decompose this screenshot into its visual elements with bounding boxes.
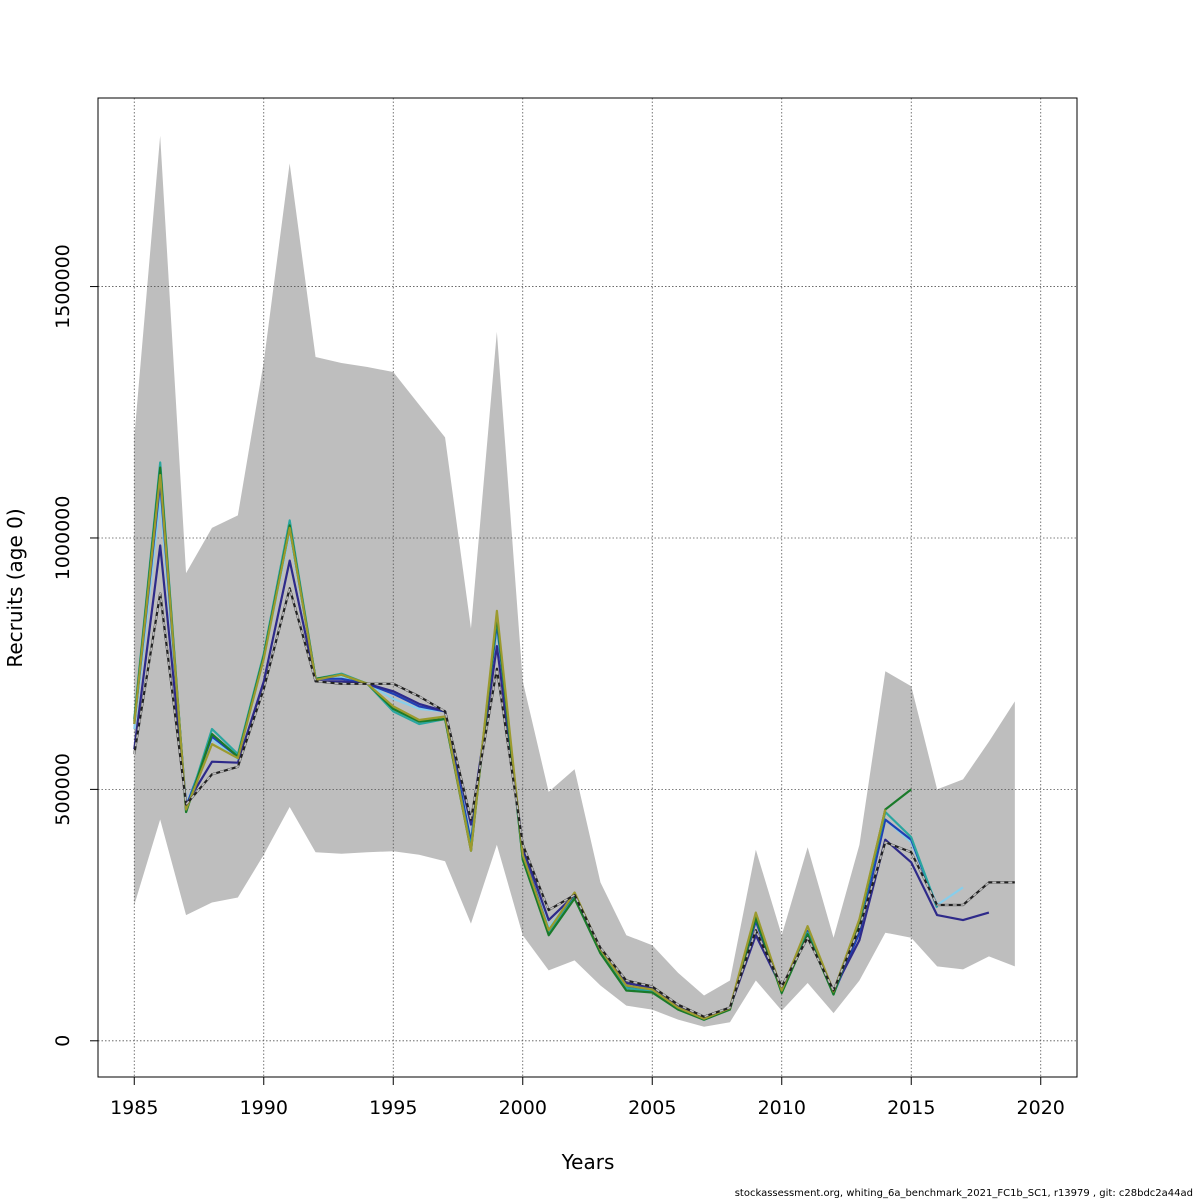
x-tick-label: 2010 [758,1097,806,1119]
y-axis: 0 500000 1000000 1500000 [52,244,99,1047]
series-line-8 [133,587,1015,1018]
x-tick-label: 2020 [1017,1097,1065,1119]
x-axis-title: Years [561,1150,615,1174]
y-tick-label: 1500000 [52,244,74,329]
y-tick-label: 1000000 [52,496,74,581]
y-tick-label: 500000 [52,753,74,826]
x-tick-label: 1995 [369,1097,417,1119]
confidence-band-layer [134,135,1015,1027]
series-line-3 [133,544,990,1019]
x-tick-label: 2015 [887,1097,935,1119]
series-line-6 [133,474,887,1020]
x-tick-label: 1990 [240,1097,288,1119]
x-tick-label: 2005 [628,1097,676,1119]
x-tick-label: 1985 [110,1097,158,1119]
y-tick-label: 0 [52,1035,74,1047]
confidence-band [134,135,1015,1027]
gridlines [98,98,1077,1077]
y-axis-title: Recruits (age 0) [3,508,27,667]
footer-credit: stockassessment.org, whiting_6a_benchmar… [735,1188,1193,1199]
x-axis: 1985 1990 1995 2000 2005 2010 2015 2020 [110,1076,1065,1119]
series-lines [133,461,1015,1021]
x-tick-label: 2000 [499,1097,547,1119]
